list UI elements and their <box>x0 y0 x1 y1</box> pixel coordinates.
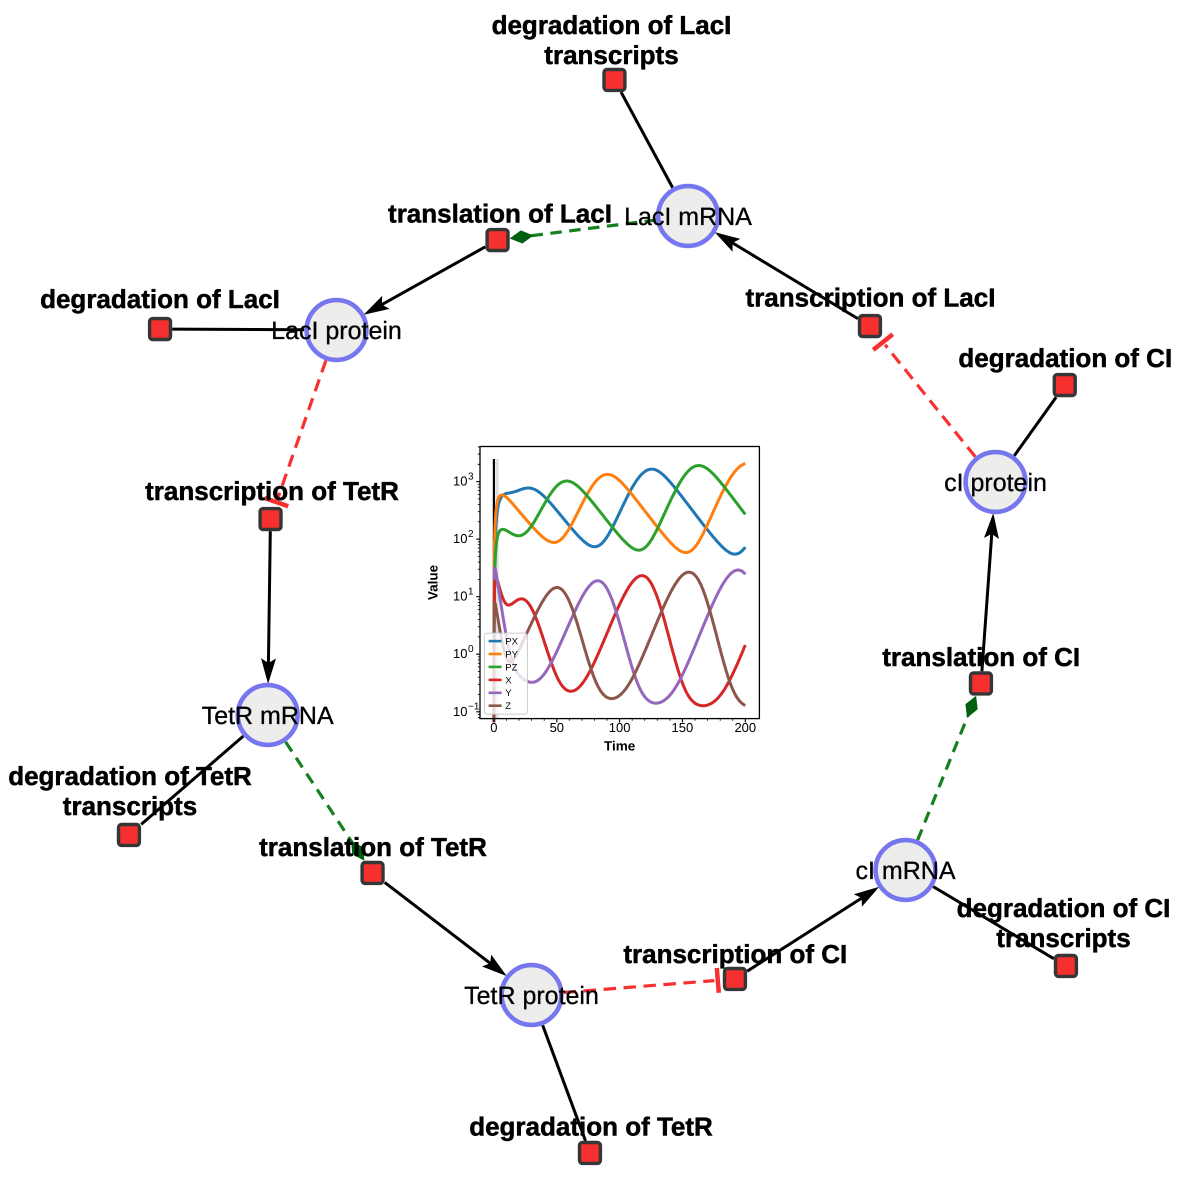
svg-text:transcripts: transcripts <box>63 791 197 821</box>
svg-text:Value: Value <box>426 564 441 600</box>
svg-text:PZ: PZ <box>505 662 517 673</box>
svg-text:translation of LacI: translation of LacI <box>388 198 612 228</box>
svg-text:degradation of CI: degradation of CI <box>958 343 1172 373</box>
svg-text:100: 100 <box>609 720 631 735</box>
svg-text:degradation of CI: degradation of CI <box>957 893 1171 923</box>
svg-text:−1: −1 <box>468 702 480 713</box>
svg-text:TetR mRNA: TetR mRNA <box>202 702 334 730</box>
svg-text:TetR protein: TetR protein <box>464 982 599 1010</box>
svg-text:transcripts: transcripts <box>996 923 1130 953</box>
svg-text:10: 10 <box>453 474 467 489</box>
svg-text:200: 200 <box>734 720 756 735</box>
svg-text:1: 1 <box>468 587 474 598</box>
svg-text:150: 150 <box>672 720 694 735</box>
svg-text:transcription of CI: transcription of CI <box>623 939 847 969</box>
svg-text:0: 0 <box>468 644 474 655</box>
svg-text:3: 3 <box>468 471 474 482</box>
svg-text:10: 10 <box>453 531 467 546</box>
svg-text:degradation of LacI: degradation of LacI <box>40 284 280 314</box>
svg-text:Time: Time <box>604 739 636 754</box>
svg-text:degradation of LacI: degradation of LacI <box>492 10 732 40</box>
svg-text:cI protein: cI protein <box>944 469 1047 497</box>
svg-text:PY: PY <box>505 649 518 660</box>
svg-text:0: 0 <box>490 720 497 735</box>
svg-text:Z: Z <box>505 701 511 712</box>
svg-text:LacI protein: LacI protein <box>271 317 402 345</box>
svg-text:PX: PX <box>505 637 518 648</box>
svg-text:degradation of TetR: degradation of TetR <box>469 1112 713 1142</box>
svg-text:cI mRNA: cI mRNA <box>856 857 956 885</box>
svg-text:50: 50 <box>550 720 564 735</box>
svg-text:LacI mRNA: LacI mRNA <box>624 203 752 231</box>
svg-text:10: 10 <box>453 646 467 661</box>
svg-text:transcription of TetR: transcription of TetR <box>145 476 399 506</box>
svg-text:translation of CI: translation of CI <box>882 642 1080 672</box>
svg-text:10: 10 <box>453 589 467 604</box>
svg-text:Y: Y <box>505 688 512 699</box>
svg-text:degradation of TetR: degradation of TetR <box>8 761 252 791</box>
svg-text:transcripts: transcripts <box>544 40 678 70</box>
svg-text:10: 10 <box>453 704 467 719</box>
svg-text:X: X <box>505 675 512 686</box>
svg-text:2: 2 <box>468 529 474 540</box>
svg-text:translation of TetR: translation of TetR <box>259 832 487 862</box>
svg-text:transcription of LacI: transcription of LacI <box>746 283 996 313</box>
